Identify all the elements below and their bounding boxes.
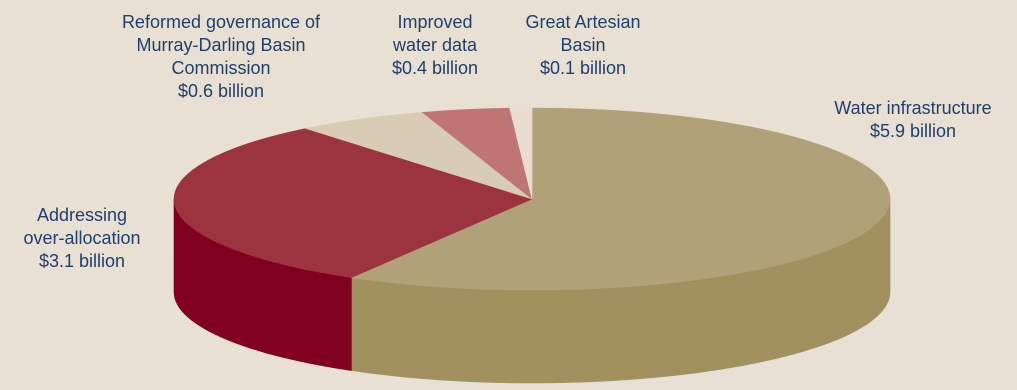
label-great-artesian-basin: Great Artesian Basin $0.1 billion <box>525 12 641 78</box>
pie-slice-water-infrastructure <box>350 107 891 291</box>
label-improved-water-data: Improved water data $0.4 billion <box>391 12 479 78</box>
pie-slice-reformed-governance-of-murray-darling-basin-commission <box>304 112 533 200</box>
pie-slice-great-artesian-basin <box>509 107 533 200</box>
label-addressing-over-allocation: Addressing over-allocation $3.1 billion <box>23 205 141 271</box>
pie-slice-addressing-over-allocation <box>173 128 533 278</box>
label-water-infrastructure: Water infrastructure $5.9 billion <box>834 98 992 141</box>
label-reformed-governance: Reformed governance of Murray-Darling Ba… <box>121 12 321 101</box>
